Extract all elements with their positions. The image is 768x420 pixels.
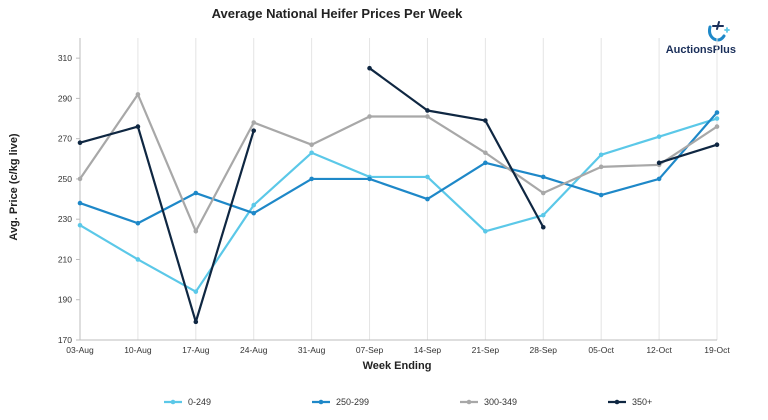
legend-label: 300-349 — [484, 397, 517, 407]
data-point — [425, 114, 430, 119]
x-tick-label: 14-Sep — [414, 345, 442, 355]
y-tick-label: 230 — [58, 214, 72, 224]
data-point — [193, 190, 199, 196]
y-tick-label: 250 — [58, 174, 72, 184]
series-line — [79, 93, 718, 233]
y-tick-label: 190 — [58, 295, 72, 305]
data-point — [483, 150, 488, 156]
data-point — [193, 228, 199, 234]
legend-marker — [318, 399, 324, 405]
y-tick-label: 290 — [58, 93, 72, 103]
data-point — [598, 192, 604, 198]
data-point — [714, 110, 720, 115]
data-point — [251, 128, 257, 133]
legend-label: 0-249 — [188, 397, 211, 407]
data-point — [540, 224, 546, 230]
data-point — [483, 118, 488, 123]
legend-label: 250-299 — [336, 397, 369, 407]
data-point — [656, 160, 662, 166]
y-tick-label: 210 — [58, 254, 72, 264]
data-point — [540, 190, 546, 196]
data-point — [135, 220, 141, 226]
series-lines — [77, 65, 720, 325]
x-tick-label: 12-Oct — [646, 345, 672, 355]
data-point — [483, 228, 488, 234]
auctionsplus-logo: AuctionsPlus — [666, 21, 736, 56]
logo-text: AuctionsPlus — [666, 44, 736, 56]
series-line — [368, 67, 545, 228]
x-tick-label: 31-Aug — [298, 345, 326, 355]
legend-marker — [170, 399, 176, 405]
data-point — [483, 160, 488, 166]
x-tick-label: 05-Oct — [588, 345, 614, 355]
x-tick-label: 19-Oct — [704, 345, 730, 355]
series-line — [79, 111, 718, 225]
data-point — [425, 174, 430, 180]
data-point — [425, 196, 430, 202]
data-point — [714, 142, 720, 148]
data-point — [193, 289, 199, 294]
data-point — [425, 108, 430, 113]
data-point — [540, 212, 546, 218]
data-point — [367, 114, 372, 119]
data-point — [598, 164, 604, 170]
legend: 0-249 250-299 300-349 350+ — [164, 397, 652, 407]
data-point — [309, 150, 314, 156]
y-tick-label: 170 — [58, 335, 72, 345]
x-tick-label: 17-Aug — [182, 345, 210, 355]
chart-title: Average National Heifer Prices Per Week — [212, 6, 464, 21]
data-point — [367, 176, 372, 182]
x-tick-label: 28-Sep — [530, 345, 558, 355]
series-250-299 — [77, 110, 720, 226]
data-point — [251, 210, 257, 216]
data-point — [193, 319, 199, 325]
y-tick-label: 310 — [58, 53, 72, 63]
data-point — [714, 116, 720, 121]
series-line — [658, 143, 718, 164]
legend-label: 350+ — [632, 397, 652, 407]
data-point — [135, 124, 141, 129]
legend-marker — [466, 399, 472, 405]
series-line — [79, 125, 255, 323]
auctionsplus-logo-icon — [708, 21, 730, 42]
data-point — [135, 92, 141, 97]
grid — [79, 38, 718, 340]
data-point — [77, 200, 83, 206]
data-point — [309, 176, 314, 182]
data-point — [656, 134, 662, 139]
legend-marker — [614, 399, 620, 405]
data-point — [656, 176, 662, 182]
x-axis-title: Week Ending — [363, 360, 432, 372]
series-300-349 — [77, 92, 720, 234]
data-point — [540, 174, 546, 180]
y-axis-title: Avg. Price (c/kg live) — [8, 133, 20, 241]
x-tick-label: 21-Sep — [472, 345, 500, 355]
series-350+ — [77, 65, 720, 325]
axes: 170 190 210 230 250 270 290 310 03-Aug 10-Aug 17-A… — [58, 38, 730, 355]
x-tick-label: 03-Aug — [66, 345, 94, 355]
data-point — [367, 65, 372, 71]
data-point — [714, 124, 720, 129]
data-point — [135, 257, 141, 262]
data-point — [251, 120, 257, 125]
data-point — [598, 152, 604, 158]
y-tick-label: 270 — [58, 134, 72, 144]
data-point — [251, 202, 257, 208]
data-point — [77, 140, 83, 145]
series-line — [79, 117, 718, 293]
x-tick-label: 24-Aug — [240, 345, 268, 355]
data-point — [309, 142, 314, 148]
x-tick-label: 10-Aug — [124, 345, 152, 355]
data-point — [77, 222, 83, 228]
data-point — [77, 176, 83, 182]
x-tick-label: 07-Sep — [356, 345, 384, 355]
